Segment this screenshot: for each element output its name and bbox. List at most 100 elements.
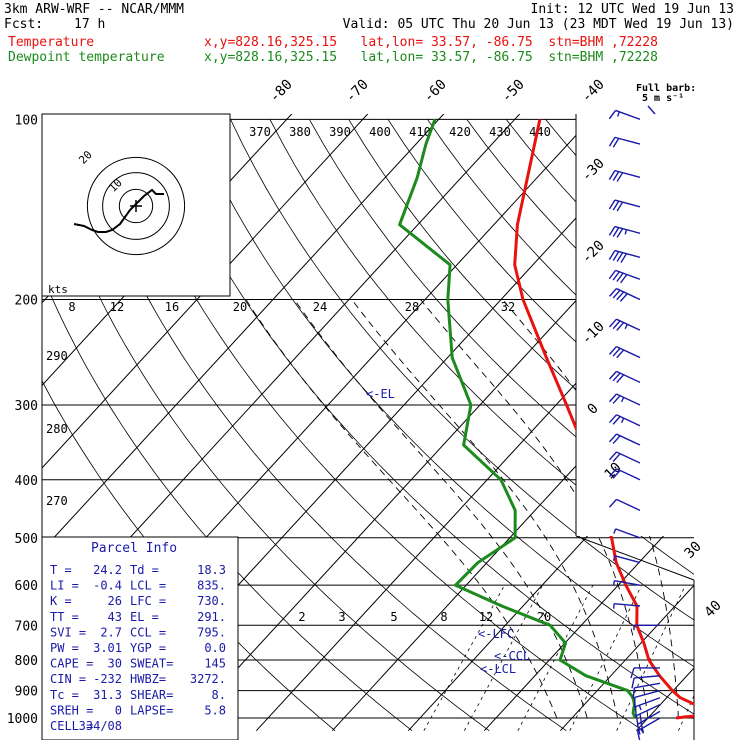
wind-barb-staff: [615, 109, 641, 120]
wind-barb-staff: [616, 287, 641, 301]
dewpoint-legend-label: Dewpoint temperature: [8, 50, 165, 65]
wind-barb-half: [620, 417, 625, 423]
hodograph-ring: [86, 156, 186, 256]
dry-adiabat-line: [72, 119, 567, 732]
parcel-info-cell: 0.0: [204, 641, 226, 655]
wind-barb-full: [612, 227, 620, 237]
parcel-info-cell: 3272.: [190, 672, 226, 686]
wind-barb-staff: [615, 528, 641, 539]
isotherm-label: -60: [421, 77, 450, 106]
dry-adiabat-line: [308, 119, 694, 732]
parcel-info-cell: CIN =: [50, 672, 86, 686]
dry-adiabat-label: 270: [46, 494, 68, 508]
wind-barb-staff: [616, 370, 641, 383]
parcel-info-cell: -0.4: [93, 579, 122, 593]
wind-barb-half: [624, 323, 628, 330]
wind-barb-staff: [636, 704, 661, 717]
wind-barb-staff: [635, 697, 661, 708]
dry-adiabat-line: [269, 119, 694, 732]
parcel-info-cell: CCL =: [130, 625, 166, 639]
wind-barb-half: [613, 528, 617, 534]
dewpoint-legend-info: x,y=828.16,325.15 lat,lon= 33.57, -86.75…: [204, 50, 658, 65]
wind-barbs: [608, 105, 661, 740]
wind-barb-full: [608, 250, 616, 260]
parcel-info-cell: T =: [50, 563, 72, 577]
wind-barb-full: [616, 374, 625, 383]
wind-barb-full: [612, 320, 621, 330]
wind-barb-full: [608, 170, 616, 180]
wind-barb-staff: [615, 269, 641, 280]
parcel-info-title: Parcel Info: [91, 541, 177, 556]
pressure-tick-label: 800: [15, 654, 38, 669]
parcel-info-cell: K =: [50, 594, 72, 608]
wind-barb-full: [608, 110, 617, 120]
mixing-ratio-label: 2: [298, 610, 305, 624]
parcel-info-cell: Td =: [130, 563, 159, 577]
moist-adiabat-line: [693, 299, 694, 719]
theta-e-label: 380: [289, 125, 311, 139]
parcel-info-cell: LFC =: [130, 594, 166, 608]
parcel-info-cell: 24.2: [93, 563, 122, 577]
wind-barb-full: [608, 288, 617, 297]
wind-barb-full: [612, 470, 621, 479]
parcel-info-cell: SVI =: [50, 625, 86, 639]
parcel-annotation-lfc: <-LFC: [478, 627, 514, 641]
wind-barb-half: [624, 229, 628, 235]
parcel-annotation-ccl: <-CCL: [494, 649, 530, 663]
pressure-tick-label: 300: [15, 399, 38, 414]
wind-barb-full: [612, 435, 621, 445]
dry-adiabat-line: [42, 119, 490, 732]
parcel-info-cell: LAPSE=: [130, 703, 173, 717]
parcel-info-cell: 730.: [197, 594, 226, 608]
parcel-info-cell: EL =: [130, 610, 159, 624]
parcel-level-annotations: <-EL <-LFC <-CCL<-LCL: [366, 387, 530, 676]
wind-barb-staff: [616, 451, 641, 464]
parcel-info-cell: 334/08: [79, 719, 122, 733]
isotherm-label: -40: [579, 77, 608, 106]
isotherm-label: -30: [579, 156, 608, 185]
dry-adiabat-line: [663, 119, 694, 732]
parcel-info-cell: SHEAR=: [130, 688, 173, 702]
temperature-legend-info: x,y=828.16,325.15 lat,lon= 33.57, -86.75…: [204, 35, 658, 50]
wind-barb-full: [612, 372, 621, 382]
wind-barb-staff: [634, 675, 661, 679]
wind-barb-full: [616, 349, 625, 359]
wind-barb-full: [616, 291, 625, 301]
parcel-info-cell: SWEAT=: [130, 657, 173, 671]
init-time: Init: 12 UTC Wed 19 Jun 13: [530, 2, 735, 17]
wind-barb-staff: [614, 555, 641, 564]
wind-barb-staff: [616, 345, 641, 359]
wind-barb-full: [620, 274, 628, 284]
parcel-info-cell: CELL =: [50, 719, 93, 733]
wind-barb-full: [608, 451, 617, 461]
pressure-tick-label: 200: [15, 294, 38, 309]
wind-barb-staff: [614, 225, 641, 234]
wind-barb-staff: [614, 169, 641, 179]
isotherm-label: -70: [343, 77, 372, 106]
mixing-ratio-label: 8: [440, 610, 447, 624]
isotherm-label: 40: [702, 598, 725, 621]
wind-barb-half: [638, 705, 642, 711]
parcel-info-cell: 3.01: [93, 641, 122, 655]
theta-e-label: 370: [249, 125, 271, 139]
parcel-info-cell: 30: [108, 657, 122, 671]
wind-barb-full: [639, 713, 643, 725]
wind-barb-full: [635, 715, 639, 727]
wind-barb-full: [632, 687, 636, 699]
dry-adiabat-line: [584, 119, 694, 732]
isotherm-line: [255, 114, 694, 732]
forecast-hour: 17 h: [74, 17, 106, 32]
mixing-ratio-line: [569, 585, 642, 731]
wind-barb-full: [612, 138, 620, 148]
wind-barb-full: [634, 706, 637, 718]
wind-barb-full: [620, 253, 628, 263]
parcel-info-cell: 795.: [197, 625, 226, 639]
parcel-info-cell: HWBZ=: [130, 672, 166, 686]
pressure-tick-label: 1000: [7, 712, 38, 727]
wind-barb-staff: [616, 318, 641, 331]
moist-adiabat-label: 12: [110, 300, 124, 314]
wind-barb-full: [608, 468, 617, 478]
wind-barb-full: [612, 416, 621, 425]
mixing-ratio-line: [616, 585, 686, 731]
